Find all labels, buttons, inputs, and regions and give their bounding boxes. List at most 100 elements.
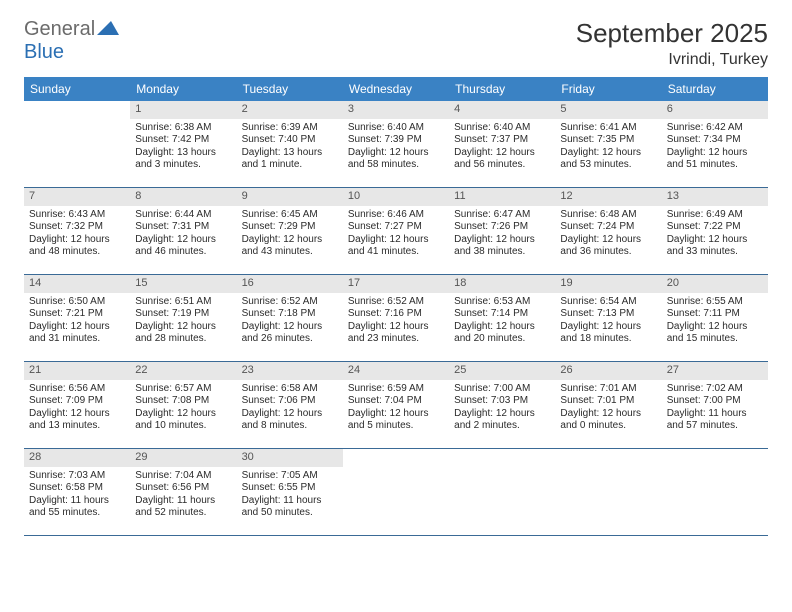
sunset-line: Sunset: 7:29 PM (242, 221, 338, 234)
daylight-line: Daylight: 12 hours and 10 minutes. (135, 408, 231, 433)
day-body: Sunrise: 6:48 AMSunset: 7:24 PMDaylight:… (555, 206, 661, 264)
daylight-line: Daylight: 12 hours and 23 minutes. (348, 321, 444, 346)
day-body: Sunrise: 6:45 AMSunset: 7:29 PMDaylight:… (237, 206, 343, 264)
sunset-line: Sunset: 7:19 PM (135, 308, 231, 321)
sunrise-line: Sunrise: 7:02 AM (667, 383, 763, 396)
day-number: 30 (237, 449, 343, 467)
day-of-week-cell: Friday (555, 77, 661, 101)
sunrise-line: Sunrise: 7:03 AM (29, 470, 125, 483)
day-body: Sunrise: 7:01 AMSunset: 7:01 PMDaylight:… (555, 380, 661, 438)
sunrise-line: Sunrise: 6:46 AM (348, 209, 444, 222)
daylight-line: Daylight: 13 hours and 3 minutes. (135, 147, 231, 172)
day-cell: 8Sunrise: 6:44 AMSunset: 7:31 PMDaylight… (130, 188, 236, 274)
daylight-line: Daylight: 12 hours and 58 minutes. (348, 147, 444, 172)
calendar: SundayMondayTuesdayWednesdayThursdayFrid… (24, 77, 768, 536)
sunset-line: Sunset: 7:06 PM (242, 395, 338, 408)
empty-cell (449, 449, 555, 535)
day-body: Sunrise: 7:05 AMSunset: 6:55 PMDaylight:… (237, 467, 343, 525)
day-number: 5 (555, 101, 661, 119)
title-block: September 2025 Ivrindi, Turkey (576, 18, 768, 69)
day-of-week-row: SundayMondayTuesdayWednesdayThursdayFrid… (24, 77, 768, 101)
sunset-line: Sunset: 7:27 PM (348, 221, 444, 234)
day-number: 13 (662, 188, 768, 206)
day-number: 18 (449, 275, 555, 293)
day-cell: 2Sunrise: 6:39 AMSunset: 7:40 PMDaylight… (237, 101, 343, 187)
day-cell: 18Sunrise: 6:53 AMSunset: 7:14 PMDayligh… (449, 275, 555, 361)
sunrise-line: Sunrise: 6:38 AM (135, 122, 231, 135)
day-number: 23 (237, 362, 343, 380)
sunset-line: Sunset: 7:04 PM (348, 395, 444, 408)
day-number: 19 (555, 275, 661, 293)
day-number: 14 (24, 275, 130, 293)
day-cell: 5Sunrise: 6:41 AMSunset: 7:35 PMDaylight… (555, 101, 661, 187)
day-body: Sunrise: 6:58 AMSunset: 7:06 PMDaylight:… (237, 380, 343, 438)
day-body: Sunrise: 6:42 AMSunset: 7:34 PMDaylight:… (662, 119, 768, 177)
sunrise-line: Sunrise: 6:48 AM (560, 209, 656, 222)
sunset-line: Sunset: 7:40 PM (242, 134, 338, 147)
daylight-line: Daylight: 12 hours and 33 minutes. (667, 234, 763, 259)
sunrise-line: Sunrise: 6:42 AM (667, 122, 763, 135)
day-number: 9 (237, 188, 343, 206)
sunset-line: Sunset: 7:14 PM (454, 308, 550, 321)
day-number: 6 (662, 101, 768, 119)
empty-cell (662, 449, 768, 535)
sunset-line: Sunset: 7:34 PM (667, 134, 763, 147)
day-of-week-cell: Tuesday (237, 77, 343, 101)
sunset-line: Sunset: 7:18 PM (242, 308, 338, 321)
day-number: 27 (662, 362, 768, 380)
day-cell: 26Sunrise: 7:01 AMSunset: 7:01 PMDayligh… (555, 362, 661, 448)
daylight-line: Daylight: 12 hours and 28 minutes. (135, 321, 231, 346)
day-cell: 7Sunrise: 6:43 AMSunset: 7:32 PMDaylight… (24, 188, 130, 274)
sunrise-line: Sunrise: 6:49 AM (667, 209, 763, 222)
sunrise-line: Sunrise: 6:51 AM (135, 296, 231, 309)
day-body: Sunrise: 6:43 AMSunset: 7:32 PMDaylight:… (24, 206, 130, 264)
day-of-week-cell: Wednesday (343, 77, 449, 101)
day-cell: 3Sunrise: 6:40 AMSunset: 7:39 PMDaylight… (343, 101, 449, 187)
sunset-line: Sunset: 6:56 PM (135, 482, 231, 495)
week-row: 28Sunrise: 7:03 AMSunset: 6:58 PMDayligh… (24, 449, 768, 536)
day-of-week-cell: Saturday (662, 77, 768, 101)
sunset-line: Sunset: 6:55 PM (242, 482, 338, 495)
sunset-line: Sunset: 7:11 PM (667, 308, 763, 321)
day-body: Sunrise: 6:49 AMSunset: 7:22 PMDaylight:… (662, 206, 768, 264)
sunset-line: Sunset: 7:26 PM (454, 221, 550, 234)
day-number: 29 (130, 449, 236, 467)
day-body: Sunrise: 6:38 AMSunset: 7:42 PMDaylight:… (130, 119, 236, 177)
day-number: 11 (449, 188, 555, 206)
sunset-line: Sunset: 7:39 PM (348, 134, 444, 147)
day-cell: 15 Sunrise: 6:51 AMSunset: 7:19 PMDayligh… (130, 275, 236, 361)
empty-cell (555, 449, 661, 535)
day-number: 10 (343, 188, 449, 206)
sunrise-line: Sunrise: 7:05 AM (242, 470, 338, 483)
day-body: Sunrise: 6:56 AMSunset: 7:09 PMDaylight:… (24, 380, 130, 438)
logo-text-general: General (24, 18, 95, 40)
logo: General Blue (24, 18, 119, 64)
daylight-line: Daylight: 12 hours and 51 minutes. (667, 147, 763, 172)
day-cell: 1Sunrise: 6:38 AMSunset: 7:42 PMDaylight… (130, 101, 236, 187)
day-body: Sunrise: 6:52 AMSunset: 7:16 PMDaylight:… (343, 293, 449, 351)
sunrise-line: Sunrise: 6:43 AM (29, 209, 125, 222)
day-number: 17 (343, 275, 449, 293)
daylight-line: Daylight: 12 hours and 36 minutes. (560, 234, 656, 259)
sunset-line: Sunset: 7:03 PM (454, 395, 550, 408)
daylight-line: Daylight: 12 hours and 53 minutes. (560, 147, 656, 172)
day-body: Sunrise: 7:03 AMSunset: 6:58 PMDaylight:… (24, 467, 130, 525)
day-number: 3 (343, 101, 449, 119)
day-body: Sunrise: 7:04 AMSunset: 6:56 PMDaylight:… (130, 467, 236, 525)
daylight-line: Daylight: 11 hours and 52 minutes. (135, 495, 231, 520)
day-cell: 29Sunrise: 7:04 AMSunset: 6:56 PMDayligh… (130, 449, 236, 535)
day-cell: 11Sunrise: 6:47 AMSunset: 7:26 PMDayligh… (449, 188, 555, 274)
day-cell: 16Sunrise: 6:52 AMSunset: 7:18 PMDayligh… (237, 275, 343, 361)
sunrise-line: Sunrise: 6:52 AM (242, 296, 338, 309)
sunset-line: Sunset: 7:42 PM (135, 134, 231, 147)
daylight-line: Daylight: 12 hours and 26 minutes. (242, 321, 338, 346)
day-cell: 19Sunrise: 6:54 AMSunset: 7:13 PMDayligh… (555, 275, 661, 361)
day-cell: 23Sunrise: 6:58 AMSunset: 7:06 PMDayligh… (237, 362, 343, 448)
day-number: 15 (130, 275, 236, 293)
week-row: 14Sunrise: 6:50 AMSunset: 7:21 PMDayligh… (24, 275, 768, 362)
daylight-line: Daylight: 12 hours and 43 minutes. (242, 234, 338, 259)
sunrise-line: Sunrise: 7:01 AM (560, 383, 656, 396)
sunset-line: Sunset: 7:21 PM (29, 308, 125, 321)
day-number: 8 (130, 188, 236, 206)
day-body: Sunrise: 6:40 AMSunset: 7:37 PMDaylight:… (449, 119, 555, 177)
